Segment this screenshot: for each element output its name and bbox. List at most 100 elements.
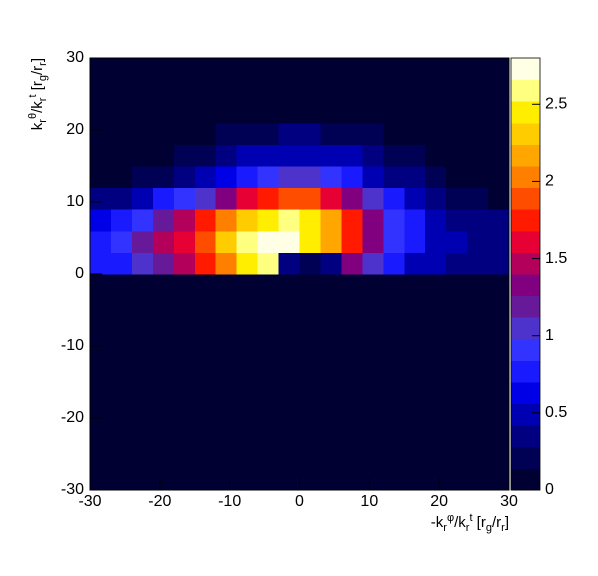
- cell: [131, 79, 154, 102]
- cell: [446, 101, 468, 124]
- cell: [236, 446, 259, 469]
- cell: [90, 166, 112, 189]
- label-sub: r: [466, 522, 470, 534]
- cell: [446, 274, 468, 297]
- cell: [488, 209, 510, 232]
- cell: [131, 144, 154, 167]
- cell: [215, 252, 238, 275]
- cell: [90, 317, 112, 340]
- cell: [425, 230, 447, 253]
- cell: [173, 58, 196, 81]
- cell: [467, 101, 489, 124]
- label-sub: r: [37, 97, 49, 101]
- cell: [446, 209, 468, 232]
- colorbar-swatch: [511, 403, 540, 426]
- cell: [194, 101, 217, 124]
- cell: [110, 295, 133, 318]
- cell: [383, 446, 405, 469]
- cell: [194, 446, 217, 469]
- label-text: [r: [29, 81, 46, 94]
- cell: [320, 79, 342, 102]
- cell: [152, 468, 175, 491]
- cell: [341, 252, 363, 275]
- cell: [383, 403, 405, 426]
- cell: [194, 187, 217, 210]
- label-sub: g: [37, 75, 49, 81]
- colorbar-swatch: [511, 209, 540, 232]
- cell: [278, 317, 300, 340]
- cell: [467, 209, 489, 232]
- colorbar-swatch: [511, 360, 540, 383]
- cell: [383, 252, 405, 275]
- colorbar-swatch: [511, 468, 540, 491]
- y-axis-label: krθ/krt [rg/rr]: [27, 58, 49, 130]
- label-text: -k: [431, 514, 444, 531]
- cell: [131, 252, 154, 275]
- cell: [362, 338, 384, 361]
- cell: [320, 209, 342, 232]
- cell: [467, 79, 489, 102]
- cell: [467, 230, 489, 253]
- cell: [362, 230, 384, 253]
- colorbar-tick-label: 1.5: [545, 250, 567, 267]
- cell: [173, 144, 196, 167]
- cell: [446, 468, 468, 491]
- colorbar-swatch: [511, 295, 540, 318]
- cell: [404, 187, 426, 210]
- cell: [404, 144, 426, 167]
- cell: [90, 382, 112, 405]
- cell: [362, 446, 384, 469]
- cell: [362, 187, 384, 210]
- cell: [383, 468, 405, 491]
- cell: [215, 295, 238, 318]
- label-sup: t: [469, 512, 472, 524]
- cell: [110, 187, 133, 210]
- cell: [299, 252, 321, 275]
- cell: [341, 58, 363, 81]
- cell: [425, 58, 447, 81]
- cell: [467, 338, 489, 361]
- colorbar-tick-label: 2: [545, 173, 554, 190]
- heatmap: [90, 58, 510, 491]
- colorbar-swatch: [511, 274, 540, 297]
- cell: [131, 468, 154, 491]
- cell: [446, 317, 468, 340]
- cell: [194, 382, 217, 405]
- cell: [320, 101, 342, 124]
- cell: [110, 338, 133, 361]
- cell: [488, 274, 510, 297]
- cell: [278, 382, 300, 405]
- cell: [257, 382, 280, 405]
- label-text: k: [29, 122, 46, 130]
- cell: [215, 230, 238, 253]
- cell: [467, 403, 489, 426]
- x-tick-label: 20: [430, 493, 448, 510]
- cell: [341, 230, 363, 253]
- cell: [446, 295, 468, 318]
- cell: [173, 468, 196, 491]
- cell: [173, 295, 196, 318]
- cell: [341, 382, 363, 405]
- cell: [299, 144, 321, 167]
- cell: [383, 317, 405, 340]
- cell: [152, 209, 175, 232]
- cell: [236, 295, 259, 318]
- cell: [425, 317, 447, 340]
- cell: [383, 230, 405, 253]
- cell: [362, 295, 384, 318]
- cell: [446, 58, 468, 81]
- cell: [446, 230, 468, 253]
- cell: [257, 230, 280, 253]
- cell: [236, 79, 259, 102]
- cell: [236, 101, 259, 124]
- cell: [320, 166, 342, 189]
- cell: [278, 144, 300, 167]
- cell: [446, 144, 468, 167]
- cell: [152, 382, 175, 405]
- cell: [194, 317, 217, 340]
- cell: [215, 274, 238, 297]
- label-sub: r: [37, 119, 49, 123]
- cell: [215, 360, 238, 383]
- cell: [257, 101, 280, 124]
- cell: [341, 187, 363, 210]
